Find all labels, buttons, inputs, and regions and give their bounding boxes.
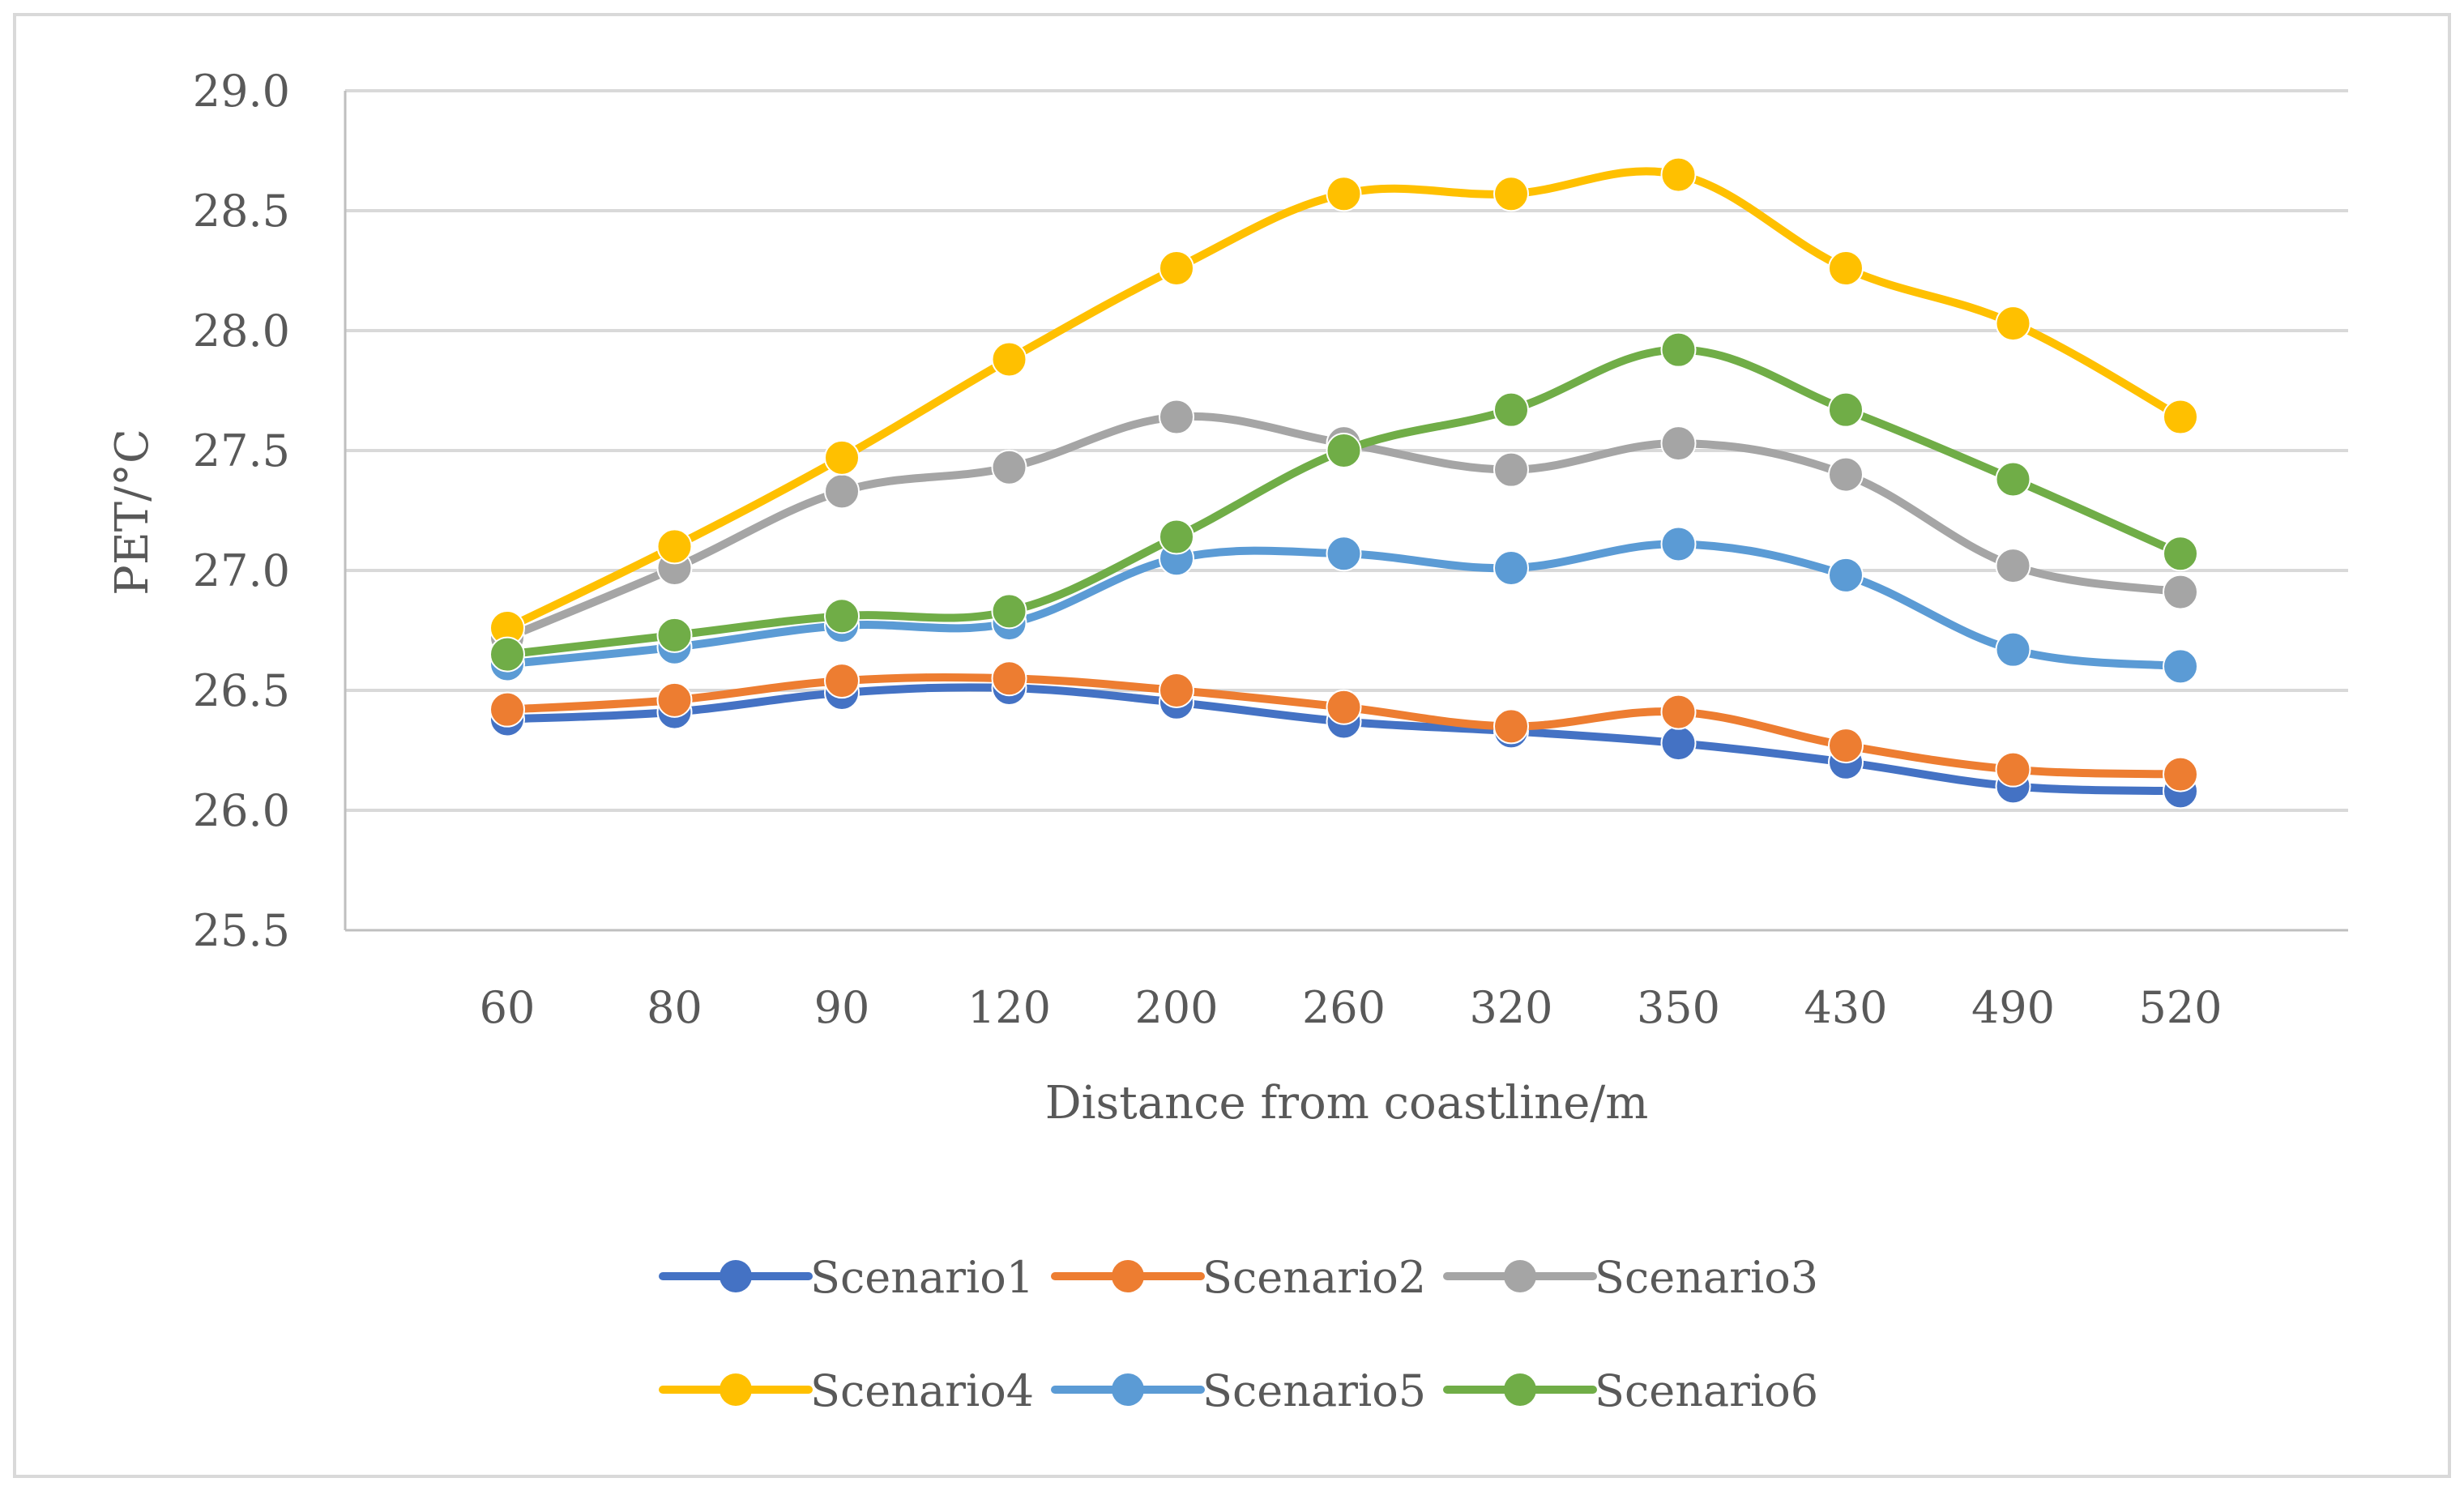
data-point	[824, 663, 860, 699]
data-point	[1326, 536, 1362, 572]
data-point	[1828, 391, 1864, 428]
data-point	[824, 439, 860, 476]
y-axis-label: PET/°C	[106, 429, 159, 596]
data-point	[991, 660, 1027, 697]
data-point	[1995, 631, 2031, 668]
x-tick-label: 60	[480, 982, 536, 1033]
data-point	[1493, 550, 1529, 587]
legend-label: Scenario6	[1595, 1365, 1818, 1416]
data-point	[489, 636, 525, 673]
data-point	[489, 691, 525, 728]
data-point	[656, 528, 693, 565]
legend-item-scenario2: Scenario2	[1051, 1252, 1426, 1303]
data-point	[1660, 694, 1697, 730]
y-tick-label: 27.0	[193, 545, 290, 596]
data-point	[1159, 673, 1194, 708]
data-point	[656, 681, 693, 718]
data-point	[1493, 176, 1529, 212]
y-tick-label: 28.5	[193, 186, 290, 237]
data-point	[1828, 250, 1864, 287]
y-tick-labels: 25.5 26.0 26.5 27.0 27.5 28.0 28.5 29.0	[193, 66, 290, 956]
data-point	[1995, 461, 2031, 498]
data-point	[1660, 725, 1697, 762]
data-point	[656, 617, 693, 653]
data-point	[1995, 305, 2031, 342]
x-tick-label: 120	[967, 982, 1051, 1033]
chart-border	[13, 13, 2451, 1478]
data-point	[1493, 391, 1529, 428]
data-point	[1660, 526, 1697, 562]
data-point	[1828, 728, 1864, 764]
legend-marker	[1504, 1260, 1536, 1292]
y-tick-label: 25.5	[193, 905, 290, 956]
data-point	[1326, 689, 1362, 725]
legend-marker	[720, 1373, 752, 1406]
x-tick-label: 520	[2138, 982, 2222, 1033]
legend-item-scenario5: Scenario5	[1051, 1365, 1426, 1416]
x-tick-label: 260	[1302, 982, 1386, 1033]
data-point	[824, 473, 860, 510]
data-point	[1828, 557, 1864, 593]
x-tick-label: 200	[1134, 982, 1218, 1033]
data-point	[1660, 331, 1697, 368]
data-point	[1660, 156, 1697, 193]
x-tick-labels: 60 80 90 120 200 260 320 350 430 490 520	[480, 982, 2223, 1033]
data-point	[1326, 433, 1362, 468]
y-tick-label: 28.0	[193, 305, 290, 357]
data-point	[1995, 751, 2031, 788]
data-point	[1159, 519, 1194, 555]
legend-item-scenario6: Scenario6	[1443, 1365, 1818, 1416]
data-point	[1326, 176, 1362, 212]
legend-marker	[1112, 1260, 1144, 1292]
data-point	[2163, 756, 2198, 792]
legend-item-scenario4: Scenario4	[659, 1365, 1034, 1416]
legend-item-scenario1: Scenario1	[659, 1252, 1034, 1303]
x-tick-label: 490	[1971, 982, 2055, 1033]
legend-marker	[1504, 1373, 1536, 1406]
series-scenario4	[489, 156, 2198, 647]
data-point	[2163, 399, 2198, 435]
x-tick-label: 90	[814, 982, 870, 1033]
y-tick-label: 29.0	[193, 66, 290, 117]
data-point	[1660, 425, 1697, 462]
data-point	[2163, 648, 2198, 685]
data-point	[824, 598, 860, 634]
data-point	[991, 593, 1027, 630]
axes	[344, 91, 2348, 932]
legend-label: Scenario2	[1202, 1252, 1426, 1303]
data-point	[1995, 548, 2031, 584]
legend-item-scenario3: Scenario3	[1443, 1252, 1818, 1303]
legend: Scenario1 Scenario2 Scenario3 Scenario4 Scen…	[659, 1252, 1818, 1416]
y-tick-label: 26.0	[193, 785, 290, 836]
data-point	[1159, 399, 1194, 435]
legend-label: Scenario3	[1595, 1252, 1818, 1303]
data-point	[1493, 708, 1529, 745]
x-tick-label: 350	[1637, 982, 1720, 1033]
legend-marker	[720, 1260, 752, 1292]
x-axis-label: Distance from coastline/m	[1045, 1077, 1649, 1130]
legend-label: Scenario5	[1202, 1365, 1426, 1416]
data-point	[1493, 451, 1529, 488]
y-tick-label: 27.5	[193, 425, 290, 476]
data-point	[1828, 456, 1864, 493]
series-scenario2	[489, 660, 2198, 792]
x-tick-label: 80	[647, 982, 702, 1033]
data-point	[1159, 250, 1194, 287]
data-point	[2163, 536, 2198, 572]
y-tick-label: 26.5	[193, 665, 290, 716]
series-scenario6	[489, 331, 2198, 673]
legend-label: Scenario4	[810, 1365, 1034, 1416]
x-tick-label: 430	[1804, 982, 1887, 1033]
data-point	[2163, 574, 2198, 610]
data-point	[991, 449, 1027, 485]
legend-marker	[1112, 1373, 1144, 1406]
legend-label: Scenario1	[810, 1252, 1034, 1303]
series	[489, 156, 2198, 809]
data-point	[991, 341, 1027, 378]
x-tick-label: 320	[1469, 982, 1552, 1033]
